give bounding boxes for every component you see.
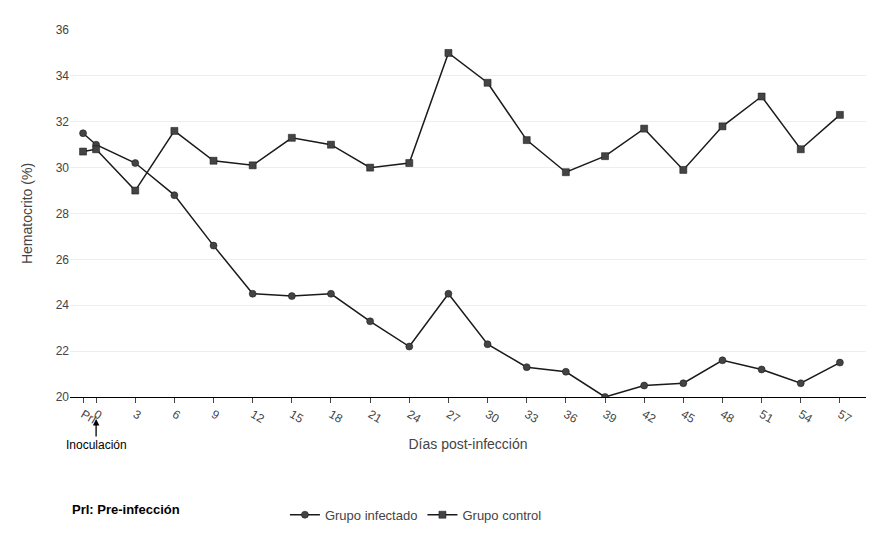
svg-text:48: 48 bbox=[718, 407, 737, 426]
svg-text:45: 45 bbox=[679, 407, 698, 426]
svg-text:9: 9 bbox=[209, 407, 222, 423]
svg-text:12: 12 bbox=[248, 407, 267, 426]
svg-text:18: 18 bbox=[326, 407, 345, 426]
svg-text:24: 24 bbox=[56, 298, 70, 312]
svg-text:32: 32 bbox=[56, 115, 70, 129]
svg-text:6: 6 bbox=[170, 407, 183, 423]
svg-text:15: 15 bbox=[287, 407, 306, 426]
svg-text:36: 36 bbox=[561, 407, 580, 426]
svg-text:Inoculación: Inoculación bbox=[66, 438, 127, 452]
svg-text:22: 22 bbox=[56, 344, 70, 358]
svg-text:54: 54 bbox=[796, 407, 815, 426]
svg-text:34: 34 bbox=[56, 69, 70, 83]
svg-text:21: 21 bbox=[366, 407, 385, 426]
svg-text:PrI: Pre-infección: PrI: Pre-infección bbox=[72, 502, 180, 517]
svg-text:24: 24 bbox=[405, 407, 424, 426]
svg-text:27: 27 bbox=[444, 407, 463, 426]
svg-text:30: 30 bbox=[483, 407, 502, 426]
svg-text:3: 3 bbox=[131, 407, 144, 423]
svg-text:57: 57 bbox=[835, 407, 854, 426]
svg-text:28: 28 bbox=[56, 207, 70, 221]
svg-text:51: 51 bbox=[757, 407, 776, 426]
svg-text:Grupo infectado: Grupo infectado bbox=[325, 508, 418, 523]
svg-text:36: 36 bbox=[56, 23, 70, 37]
svg-text:33: 33 bbox=[522, 407, 541, 426]
svg-text:Hematocrito (%): Hematocrito (%) bbox=[19, 163, 35, 264]
svg-text:30: 30 bbox=[56, 161, 70, 175]
svg-text:42: 42 bbox=[640, 407, 659, 426]
svg-text:20: 20 bbox=[56, 390, 70, 404]
svg-text:26: 26 bbox=[56, 253, 70, 267]
svg-text:Días post-infección: Días post-infección bbox=[408, 436, 527, 452]
svg-text:Grupo control: Grupo control bbox=[462, 508, 541, 523]
svg-text:PrI: PrI bbox=[79, 407, 99, 427]
svg-text:0: 0 bbox=[92, 407, 105, 423]
svg-text:39: 39 bbox=[601, 407, 620, 426]
